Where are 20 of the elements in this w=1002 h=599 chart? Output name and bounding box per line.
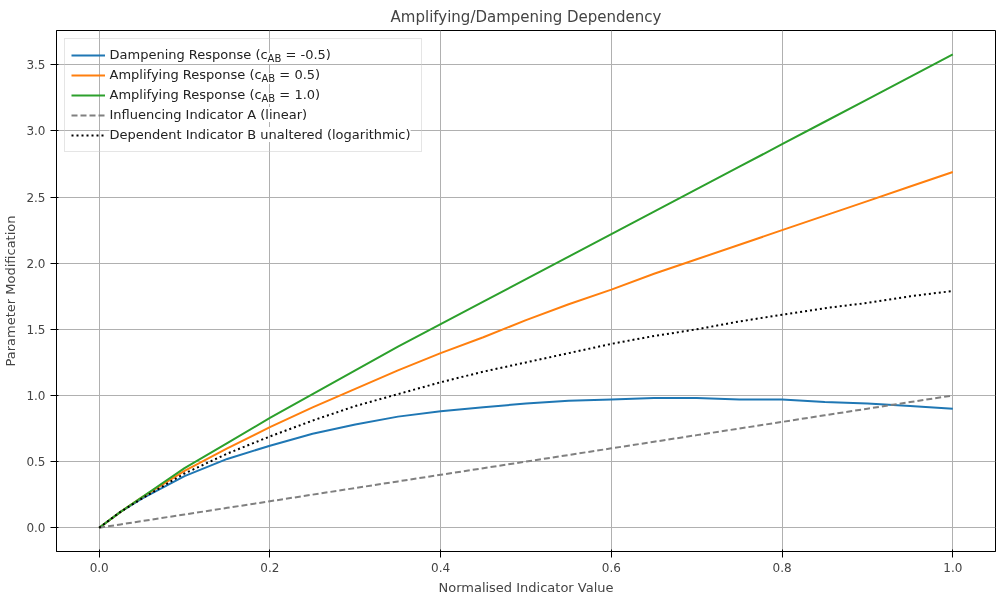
x-tick-label: 1.0 — [943, 560, 963, 575]
x-tick-label: 0.0 — [89, 560, 109, 575]
chart-title: Amplifying/Dampening Dependency — [390, 7, 662, 26]
x-tick-label: 0.2 — [260, 560, 280, 575]
y-tick-label: 1.5 — [26, 322, 46, 337]
y-tick-label: 0.0 — [26, 521, 46, 536]
y-tick-label: 3.5 — [26, 58, 46, 73]
legend-label: Dependent Indicator B unaltered (logarithmic) — [109, 127, 411, 142]
legend-label: Influencing Indicator A (linear) — [109, 107, 308, 122]
x-tick-label: 0.4 — [431, 560, 451, 575]
y-tick-label: 3.0 — [26, 124, 46, 139]
y-tick-label: 2.0 — [26, 256, 46, 271]
y-axis-title: Parameter Modification — [3, 215, 19, 367]
line-series — [98, 290, 954, 529]
x-tick-label: 0.8 — [772, 560, 792, 575]
x-axis-title: Normalised Indicator Value — [438, 579, 614, 595]
y-tick-label: 1.0 — [26, 388, 46, 403]
y-tick-label: 0.5 — [26, 455, 46, 470]
x-tick-label: 0.6 — [601, 560, 621, 575]
y-tick-label: 2.5 — [26, 190, 46, 205]
